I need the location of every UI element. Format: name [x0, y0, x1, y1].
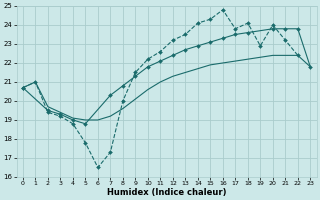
X-axis label: Humidex (Indice chaleur): Humidex (Indice chaleur): [107, 188, 226, 197]
